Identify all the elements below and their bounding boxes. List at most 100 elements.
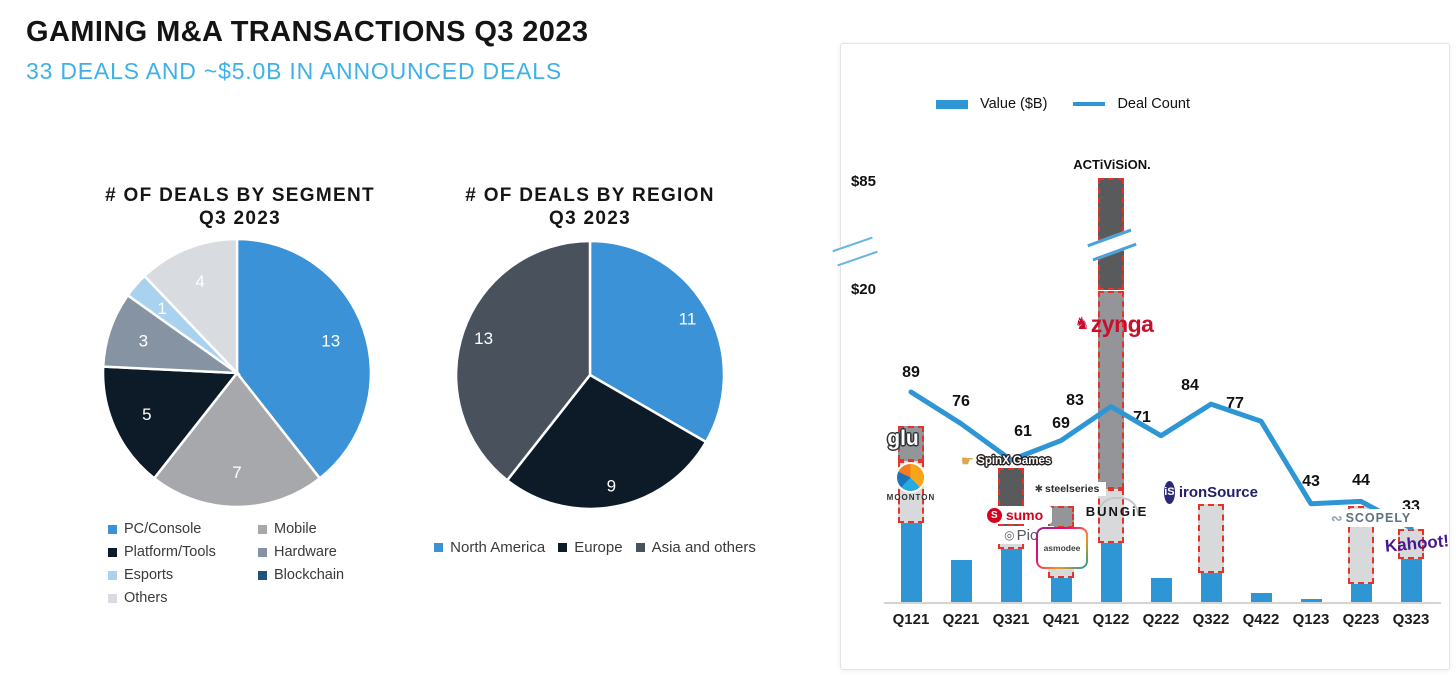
pie-value-label: 13 (321, 332, 340, 351)
bar-Q322 (1201, 572, 1222, 603)
pie-value-label: 9 (607, 477, 616, 496)
deal-count-label-Q223: 44 (1352, 472, 1370, 490)
deal-count-legend-label: Deal Count (1117, 96, 1190, 112)
bar-Q421 (1051, 577, 1072, 603)
deal-count-line-swatch (1073, 102, 1106, 106)
deal-count-label-Q421: 69 (1052, 414, 1070, 432)
pie-slice-europe (505, 373, 708, 511)
logo-scopely: ∾ SCOPELY (1324, 509, 1418, 527)
bar-Q123 (1301, 599, 1322, 603)
logo-kahoot: Kahoot! (1384, 531, 1450, 556)
bar-Q321 (1001, 549, 1022, 603)
legend-swatch (108, 593, 117, 603)
x-axis-label-Q221: Q221 (942, 611, 980, 628)
logo-moonton: MOONTON (886, 493, 936, 502)
pie-slice-mobile (152, 370, 322, 509)
logo-bungie: BUNGiE (1085, 504, 1149, 519)
glu-wordmark: glu (887, 427, 919, 450)
x-axis-label-Q122: Q122 (1092, 611, 1130, 628)
legend-item: Blockchain (258, 567, 344, 583)
zynga-wordmark: zynga (1090, 310, 1154, 337)
asmodee-wordmark: asmodee (1038, 529, 1086, 567)
spinx-hand-icon: ☛ (960, 453, 975, 470)
segment-pie-chart: 13 7 5 31 4 (101, 237, 373, 509)
pie-value-label: 1 (157, 299, 166, 318)
legend-swatch (108, 524, 117, 534)
legend-swatch (108, 570, 117, 580)
pie-value-label: 4 (195, 272, 204, 291)
value-axis-label-20: $20 (850, 281, 876, 298)
deal-count-label-Q123: 43 (1302, 472, 1320, 490)
legend-item: PC/Console (108, 521, 258, 537)
legend-label: North America (450, 539, 546, 556)
legend-swatch (558, 543, 568, 552)
pie-value-label: 11 (679, 310, 697, 329)
legend-label: Platform/Tools (124, 544, 216, 560)
logo-ironsource: iS ironSource (1164, 480, 1258, 504)
x-axis-label-Q123: Q123 (1292, 611, 1330, 628)
legend-item: Europe (558, 539, 623, 556)
pie-slice-others (142, 237, 239, 377)
legend-item: Asia and others (635, 539, 756, 556)
bungie-wordmark: BUNGiE (1085, 504, 1149, 519)
legend-swatch (258, 570, 267, 580)
legend-label: PC/Console (124, 521, 202, 537)
sumo-icon: S (986, 507, 1002, 523)
sumo-wordmark: sumo (1005, 507, 1044, 523)
bar-Q422 (1251, 593, 1272, 603)
deal-count-label-Q122: 83 (1066, 391, 1084, 409)
region-pie-title: # OF DEALS BY REGION Q3 2023 (465, 185, 715, 229)
x-axis-label-Q422: Q422 (1242, 611, 1280, 628)
x-axis-label-Q222: Q222 (1142, 611, 1180, 628)
pie-slice-north-america (588, 239, 726, 444)
legend-item: North America (434, 539, 545, 556)
legend-label: Esports (124, 567, 174, 583)
ironsource-icon: iS (1164, 480, 1175, 504)
x-axis-label-Q121: Q121 (892, 611, 930, 628)
legend-label: Others (124, 590, 168, 606)
pie-slice-pc-console (235, 237, 373, 481)
logo-spinx-games: ☛ SpinX Games (956, 452, 1056, 470)
pie-value-label: 13 (474, 329, 493, 348)
activision-wordmark: ACTiViSiON. (1073, 157, 1151, 172)
x-axis-label-Q323: Q323 (1392, 611, 1430, 628)
logo-glu: glu (880, 427, 926, 451)
legend-swatch (108, 547, 117, 557)
segment-pie-legend: PC/Console Mobile Platform/Tools Hardware Es… (108, 521, 344, 606)
deal-segment-ironsource (1198, 504, 1224, 573)
legend-label: Blockchain (274, 567, 345, 583)
legend-label: Mobile (274, 521, 317, 537)
legend-item: Hardware (258, 544, 344, 560)
zynga-dog-icon: ♞ (1074, 314, 1090, 333)
x-axis-label-Q322: Q322 (1192, 611, 1230, 628)
ironsource-wordmark: ironSource (1178, 483, 1258, 501)
bar-Q323 (1401, 558, 1422, 603)
x-axis-label-Q223: Q223 (1342, 611, 1380, 628)
legend-label: Asia and others (651, 539, 756, 556)
scopely-knot-icon: ∾ (1330, 509, 1343, 526)
bar-Q223 (1351, 583, 1372, 603)
scopely-wordmark: SCOPELY (1345, 511, 1412, 525)
legend-swatch (258, 524, 267, 534)
bar-Q121 (901, 522, 922, 603)
legend-swatch (434, 543, 444, 552)
x-axis-label-Q321: Q321 (992, 611, 1030, 628)
bar-Q221 (951, 560, 972, 603)
x-axis-line (884, 602, 1441, 604)
combo-chart-legend: Value ($B) Deal Count (936, 96, 1190, 112)
deal-count-label-Q322: 84 (1181, 377, 1199, 395)
pie-slice-asia-and-others (454, 239, 592, 483)
bar-Q222 (1151, 577, 1172, 603)
bar-Q122 (1101, 543, 1122, 603)
legend-label: Europe (574, 539, 623, 556)
logo-steelseries: ✱ steelseries (1028, 482, 1106, 496)
value-legend-label: Value ($B) (980, 96, 1048, 112)
steelseries-gear-icon: ✱ (1034, 483, 1044, 495)
steelseries-wordmark: steelseries (1045, 483, 1100, 495)
region-pie-chart: 11 9 13 (454, 239, 726, 511)
deal-count-label-Q222: 71 (1133, 408, 1151, 426)
logo-zynga: ♞ zynga (1070, 309, 1158, 339)
